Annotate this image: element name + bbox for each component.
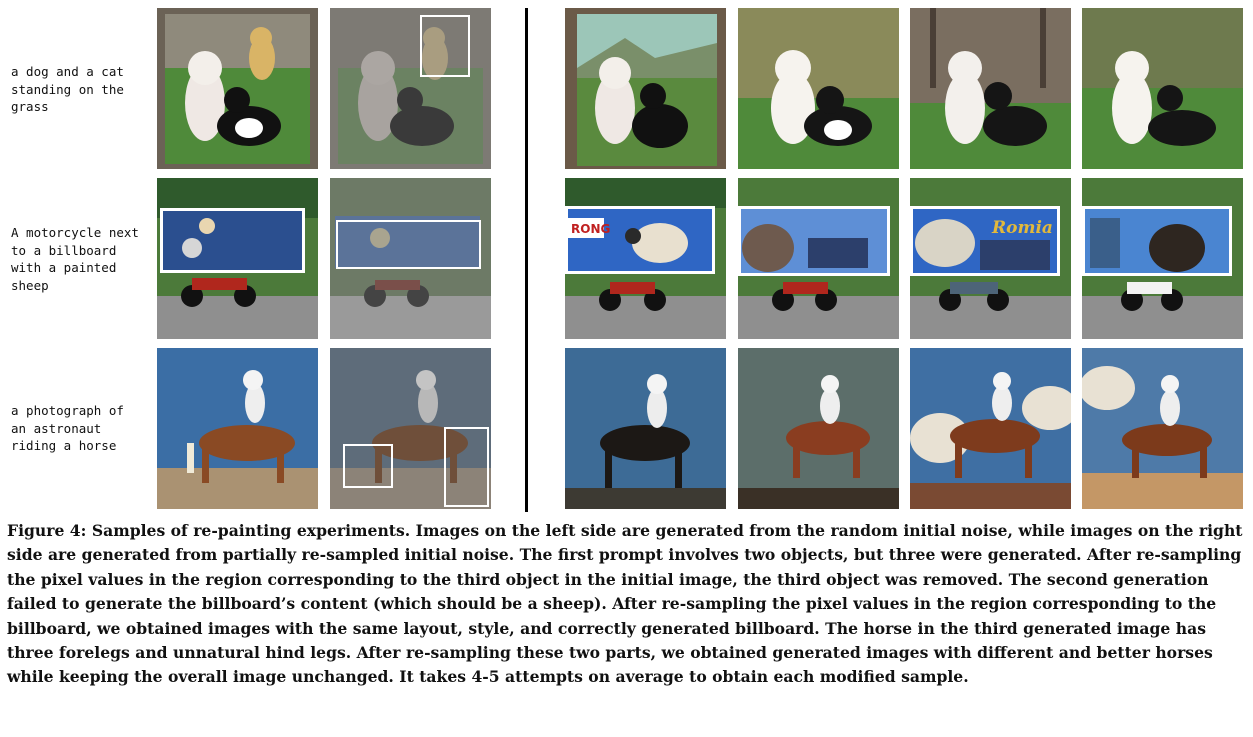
astronaut-horse-resample-4-scene: [1082, 348, 1243, 509]
dog-cat-resample-4: [1082, 8, 1243, 169]
astronaut-horse-resample-2: [738, 348, 899, 509]
dog-cat-resample-2: [738, 8, 899, 169]
motorcycle-sheep-resample-1: RONG: [565, 178, 726, 339]
figure-caption: Figure 4: Samples of re-painting experim…: [7, 521, 1243, 687]
dog-cat-original-image: [157, 8, 318, 169]
left-right-divider: [525, 8, 528, 512]
dog-cat-original-scene: [157, 8, 318, 169]
motorcycle-sheep-resample-3: Romia: [910, 178, 1071, 339]
motorcycle-billboard-masked-image: [330, 178, 491, 339]
billboard-text-1: RONG: [571, 222, 610, 236]
resample-region-box: [420, 15, 470, 77]
dog-cat-masked-image: [330, 8, 491, 169]
astronaut-horse-resample-3: [910, 348, 1071, 509]
prompt-astronaut-horse: a photograph of an astronaut riding a ho…: [11, 403, 124, 453]
motorcycle-sheep-resample-3-scene: Romia: [910, 178, 1071, 339]
motorcycle-sheep-resample-4-scene: [1082, 178, 1243, 339]
resample-region-box: [343, 444, 393, 488]
motorcycle-sheep-resample-2: [738, 178, 899, 339]
astronaut-horse-original-scene: [157, 348, 318, 509]
motorcycle-sheep-resample-4: [1082, 178, 1243, 339]
prompt-dog-cat: a dog and a cat standing on the grass: [11, 64, 124, 114]
dog-cat-resample-3-scene: [910, 8, 1071, 169]
motorcycle-sheep-resample-1-scene: RONG: [565, 178, 726, 339]
resample-region-box: [444, 427, 489, 507]
dog-cat-resample-1: [565, 8, 726, 169]
motorcycle-billboard-original-image: [157, 178, 318, 339]
dog-cat-resample-1-scene: [565, 8, 726, 169]
dog-cat-resample-2-scene: [738, 8, 899, 169]
prompt-motorcycle-billboard: A motorcycle next to a billboard with a …: [11, 225, 139, 293]
astronaut-horse-masked-image: [330, 348, 491, 509]
resample-region-box: [336, 220, 481, 269]
motorcycle-billboard-masked-scene: [330, 178, 491, 339]
dog-cat-masked-scene: [330, 8, 491, 169]
astronaut-horse-resample-2-scene: [738, 348, 899, 509]
astronaut-horse-resample-1: [565, 348, 726, 509]
motorcycle-billboard-original-scene: [157, 178, 318, 339]
astronaut-horse-resample-1-scene: [565, 348, 726, 509]
billboard-text-2: Romia: [991, 218, 1053, 238]
motorcycle-sheep-resample-2-scene: [738, 178, 899, 339]
dog-cat-resample-3: [910, 8, 1071, 169]
dog-cat-resample-4-scene: [1082, 8, 1243, 169]
astronaut-horse-resample-4: [1082, 348, 1243, 509]
astronaut-horse-original-image: [157, 348, 318, 509]
astronaut-horse-resample-3-scene: [910, 348, 1071, 509]
